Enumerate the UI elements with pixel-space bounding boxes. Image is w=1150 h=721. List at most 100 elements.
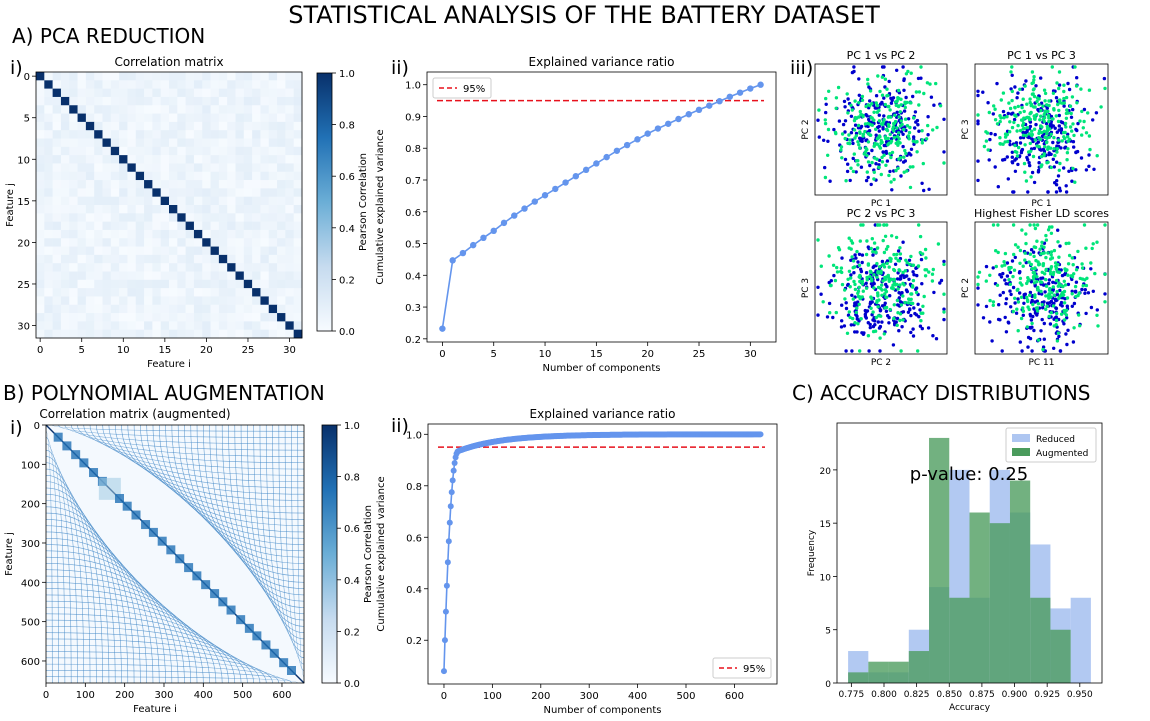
scatter-point-class-b <box>819 264 823 268</box>
heatmap-cell <box>44 146 53 156</box>
scatter-point-class-a <box>873 323 877 327</box>
scatter-point-class-b <box>856 291 860 295</box>
scatter-point-class-b <box>982 144 987 149</box>
heatmap-cell <box>252 271 261 281</box>
heatmap-curve <box>45 670 292 684</box>
scatter-point-class-b <box>880 93 885 97</box>
scatter-point-class-b <box>872 273 876 277</box>
heatmap-cell <box>69 221 78 231</box>
heatmap-cell <box>243 279 253 289</box>
variance-point <box>459 249 467 257</box>
heatmap-cell <box>44 254 53 264</box>
scatter-point-class-b <box>1078 324 1082 328</box>
scatter-point-class-b <box>1063 130 1067 135</box>
heatmap-cell <box>160 146 170 156</box>
heatmap-cell <box>36 72 45 81</box>
heatmap-cell <box>185 96 195 106</box>
scatter-point-class-a <box>932 103 936 107</box>
scatter-point-class-b <box>987 110 991 115</box>
corr-a-colorbar-tick-label: 0.4 <box>339 224 355 235</box>
x-tick-label: 100 <box>483 691 502 702</box>
scatter-point-class-b <box>878 89 882 94</box>
scatter-point-class-b <box>1016 300 1021 304</box>
heatmap-cell <box>119 254 128 264</box>
scatter-point-class-a <box>1041 276 1045 280</box>
scatter-point-class-b <box>828 311 832 315</box>
heatmap-cell <box>177 80 186 89</box>
scatter-point-class-b <box>1052 324 1056 328</box>
heatmap-cell <box>218 105 228 114</box>
scatter-point-class-b <box>1018 110 1022 115</box>
heatmap-cell <box>144 180 153 189</box>
scatter-point-class-b <box>935 125 939 130</box>
scatter-point-class-b <box>1064 111 1069 116</box>
heatmap-cell <box>102 180 112 189</box>
heatmap-cell <box>260 296 270 306</box>
scatter-point-class-b <box>858 349 862 353</box>
heatmap-cell <box>210 88 220 98</box>
scatter-point-class-a <box>894 320 898 324</box>
heatmap-cell <box>152 329 161 339</box>
scatter-point-class-a <box>863 312 867 317</box>
heatmap-cell <box>110 88 120 98</box>
scatter-point-class-a <box>880 259 885 264</box>
heatmap-cell <box>77 121 87 131</box>
variance-point <box>572 172 580 180</box>
heatmap-cell <box>210 213 220 222</box>
scatter-point-class-a <box>1083 288 1088 292</box>
heatmap-cell <box>169 121 178 131</box>
scatter-point-class-a <box>866 175 870 180</box>
scatter-point-class-b <box>1012 252 1016 257</box>
scatter-point-class-b <box>849 247 853 251</box>
scatter-point-class-a <box>1042 337 1047 341</box>
scatter-point-class-b <box>1044 307 1048 311</box>
scatter-point-class-b <box>1047 103 1051 108</box>
heatmap-cell <box>210 205 220 214</box>
scatter-point-class-a <box>1066 282 1071 287</box>
scatter-point-class-b <box>1032 223 1036 227</box>
scatter-point-class-b <box>892 136 896 140</box>
scatter-point-class-b <box>834 106 838 111</box>
scatter-point-class-b <box>885 128 890 133</box>
heatmap-cell <box>252 96 261 106</box>
heatmap-cell <box>218 254 228 264</box>
heatmap-cell <box>44 221 53 231</box>
heatmap-curve <box>58 424 305 438</box>
heatmap-cell <box>285 205 294 214</box>
heatmap-cell <box>285 146 294 156</box>
variance-point <box>446 519 453 526</box>
scatter-point-class-b <box>914 290 919 295</box>
scatter-point-class-a <box>1012 190 1016 194</box>
variance-point <box>439 325 446 332</box>
heatmap-curve <box>171 424 305 552</box>
heatmap-cell <box>218 296 228 306</box>
scatter-point-class-b <box>1037 131 1041 136</box>
heatmap-cell <box>193 229 203 239</box>
y-tick-label: 0.7 <box>405 176 421 187</box>
heatmap-cell <box>202 313 211 322</box>
heatmap-cell <box>69 271 78 281</box>
scatter-point-class-b <box>874 127 878 131</box>
scatter-point-class-b <box>1050 117 1055 121</box>
heatmap-cell <box>60 254 70 264</box>
scatter-point-class-a <box>934 337 939 341</box>
scatter-point-class-b <box>1059 312 1064 316</box>
scatter-point-class-a <box>869 182 873 187</box>
scatter-point-class-b <box>898 283 902 287</box>
scatter-point-class-a <box>926 115 930 119</box>
scatter-point-class-a <box>1024 79 1028 83</box>
heatmap-cell <box>119 213 128 222</box>
heatmap-cell <box>110 296 120 306</box>
heatmap-cell <box>85 321 95 330</box>
heatmap-curve <box>45 575 198 684</box>
heatmap-curve <box>83 424 305 464</box>
variance-point <box>444 559 451 566</box>
heatmap-block <box>157 536 167 546</box>
scatter-point-class-a <box>1064 332 1068 336</box>
heatmap-cell <box>110 163 120 173</box>
heatmap-cell <box>210 221 220 231</box>
scatter-point-class-b <box>988 298 992 303</box>
y-tick-label: 5 <box>24 114 30 125</box>
scatter-point-class-b <box>925 81 930 85</box>
heatmap-cell <box>185 188 195 197</box>
